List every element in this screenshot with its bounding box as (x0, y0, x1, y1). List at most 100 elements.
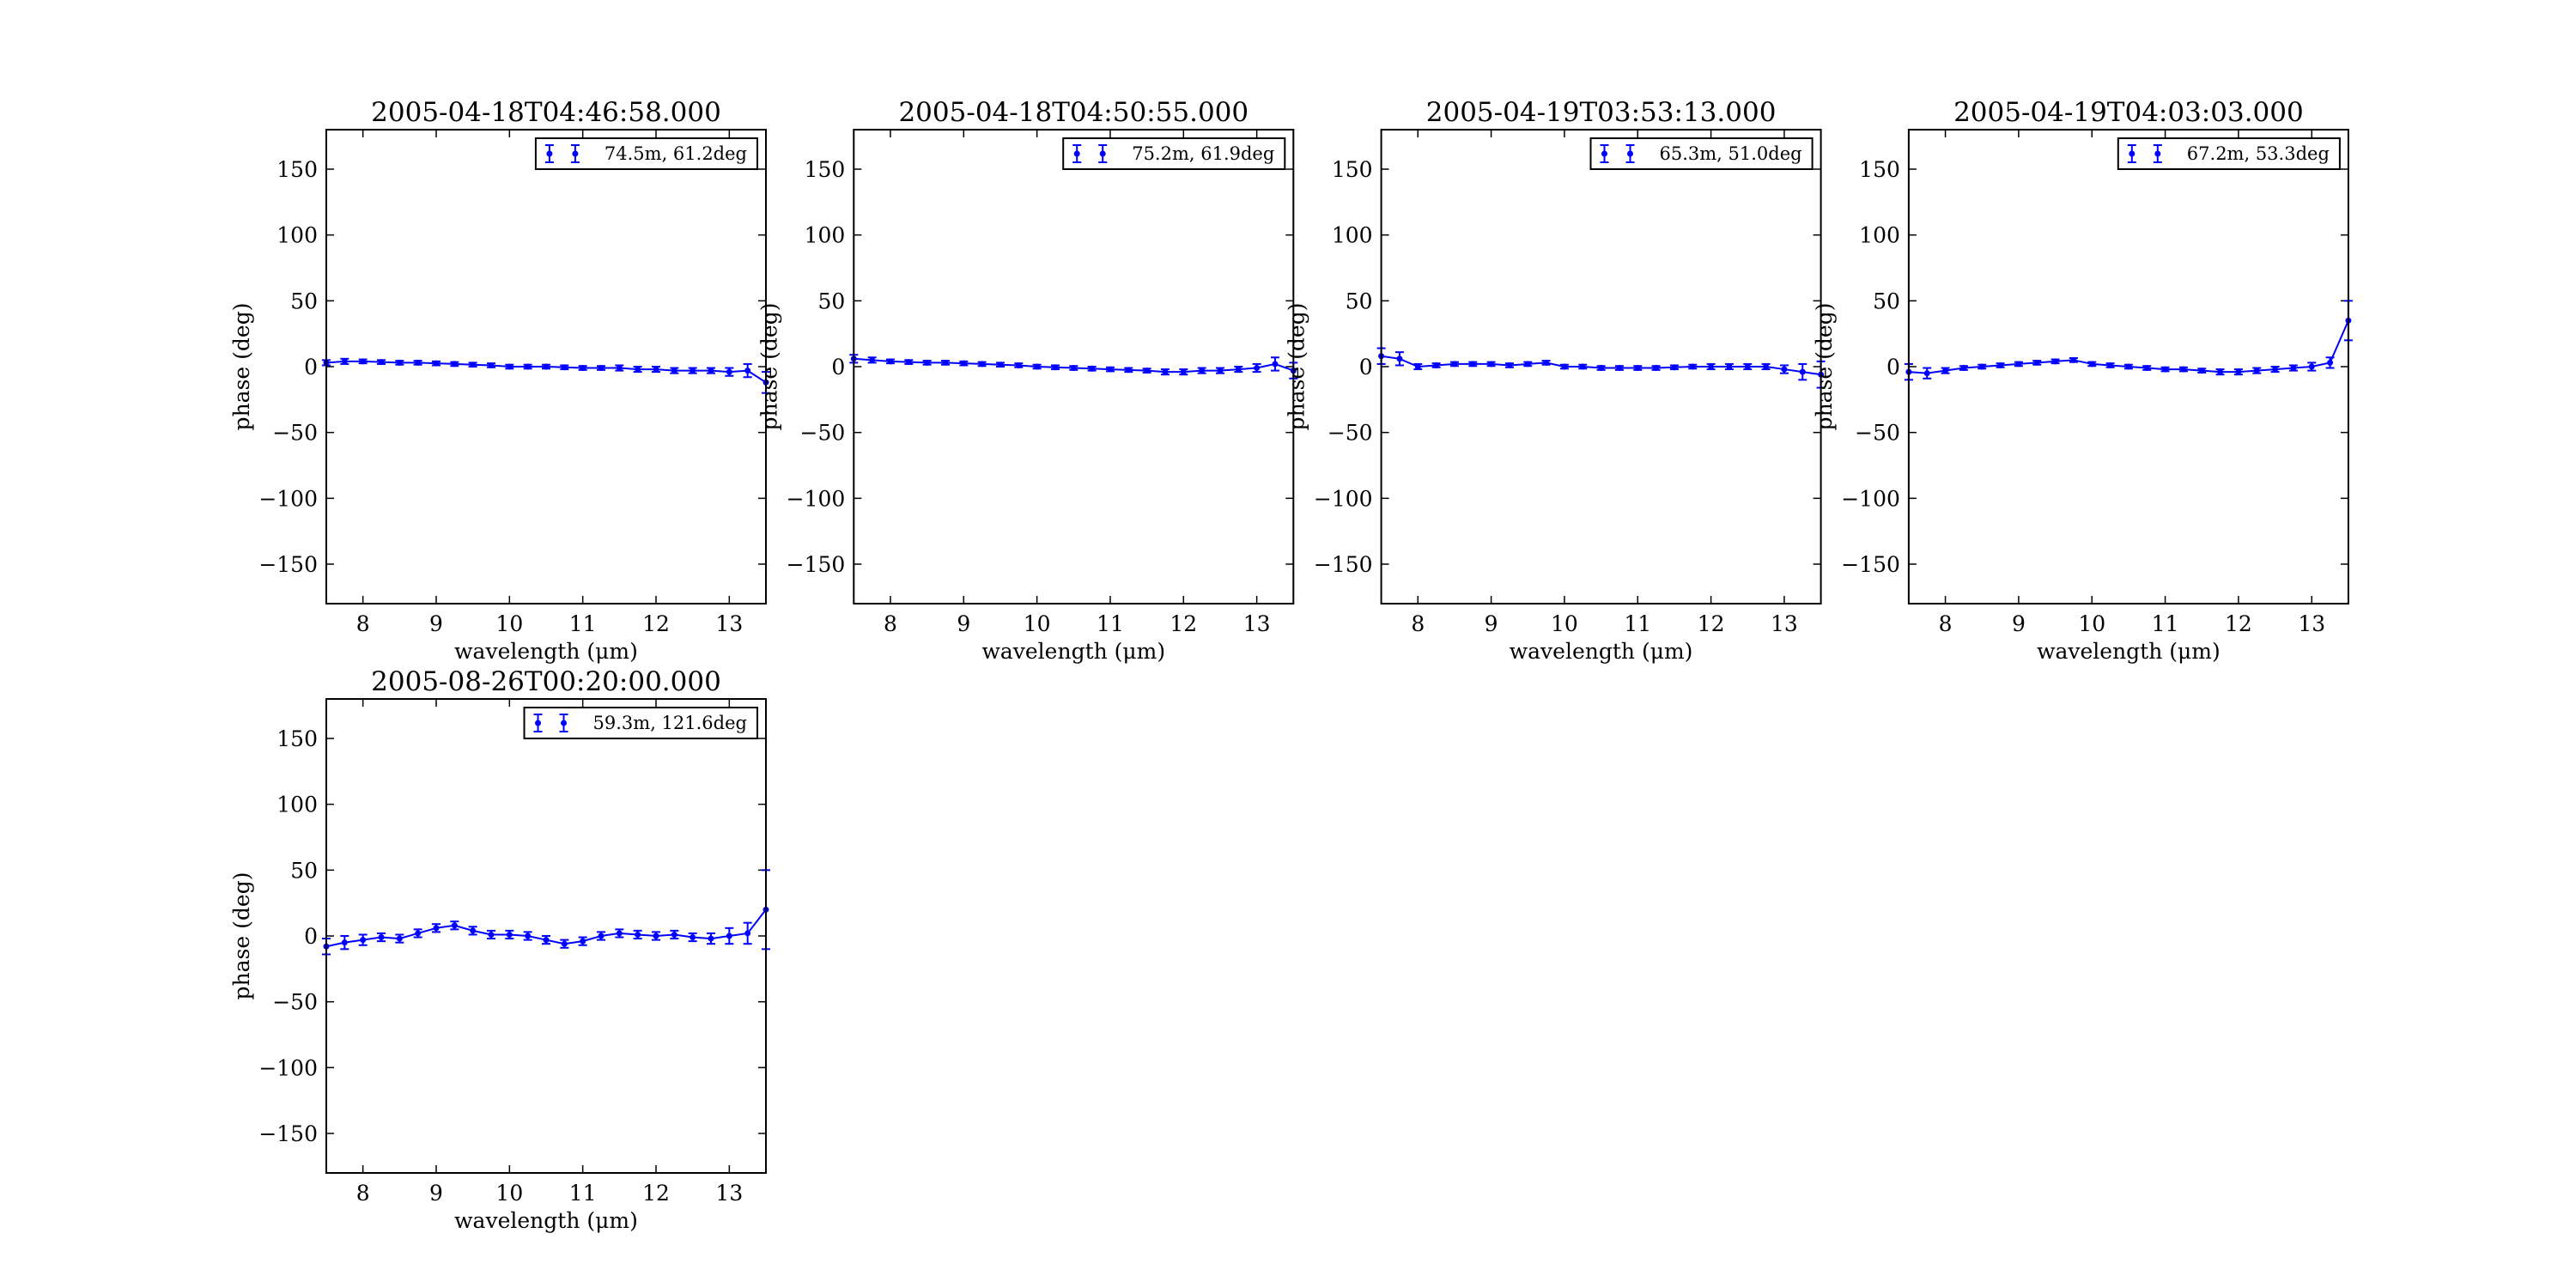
legend-handle (1099, 150, 1106, 157)
data-point (671, 931, 677, 938)
subplot-title: 2005-04-19T04:03:03.000 (1953, 97, 2304, 128)
subplot: 2005-08-26T00:20:00.000 wavelength (μm) ph… (229, 666, 770, 1233)
data-point (1543, 359, 1550, 366)
subplot: 2005-04-18T04:50:55.000 wavelength (μm) ph… (756, 97, 1298, 664)
data-point (653, 933, 659, 939)
legend-label: 75.2m, 61.9deg (1132, 143, 1274, 164)
data-point (561, 940, 568, 947)
data-point (1107, 366, 1114, 373)
data-point (488, 361, 495, 368)
data-point (2253, 368, 2260, 374)
y-tick-label: −100 (258, 486, 318, 511)
x-tick-label: 11 (569, 1181, 597, 1206)
axes-frame (1907, 129, 2349, 605)
data-point (2070, 356, 2077, 363)
legend: 75.2m, 61.9deg (1062, 137, 1286, 170)
y-tick-label: 150 (276, 157, 318, 182)
data-point (2015, 361, 2022, 368)
data-point (2180, 366, 2187, 373)
data-point (2308, 363, 2315, 370)
y-tick-label: 50 (817, 289, 845, 313)
y-tick-label: −50 (272, 990, 318, 1015)
axes-frame (325, 129, 767, 605)
legend-handle (546, 150, 553, 157)
data-point (1942, 368, 1949, 374)
data-point (378, 359, 385, 366)
data-point (1015, 361, 1022, 368)
y-tick-label: 100 (805, 223, 846, 248)
data-point (1689, 363, 1696, 370)
data-point (1433, 361, 1440, 368)
data-point (960, 360, 967, 367)
data-point (1125, 367, 1132, 374)
y-tick-label: 150 (1859, 157, 1900, 182)
legend-handle (572, 150, 579, 157)
y-tick-label: 0 (831, 355, 845, 380)
x-tick-label: 13 (1243, 611, 1271, 636)
data-point (1469, 361, 1476, 368)
legend-handle (1073, 150, 1080, 157)
legend-handle (2154, 150, 2161, 157)
legend-label: 59.3m, 121.6deg (593, 713, 747, 733)
data-point (2033, 359, 2040, 366)
legend-handle (1601, 150, 1608, 157)
x-axis-label: wavelength (μm) (2037, 639, 2221, 664)
data-point (1180, 368, 1187, 375)
data-point (433, 360, 440, 367)
data-point (2327, 359, 2334, 366)
y-tick-label: −150 (258, 552, 318, 577)
data-point (2143, 365, 2150, 372)
data-point (2107, 361, 2114, 368)
y-tick-label: −50 (1855, 421, 1900, 446)
data-point (580, 365, 586, 372)
y-tick-label: −100 (787, 486, 846, 511)
data-point (1598, 365, 1605, 372)
data-point (2217, 368, 2224, 375)
data-point (543, 363, 550, 370)
data-point (887, 358, 894, 365)
subplot: 2005-04-19T03:53:13.000 wavelength (μm) ph… (1285, 97, 1826, 664)
data-point (1653, 365, 1660, 372)
y-tick-label: −150 (258, 1121, 318, 1146)
data-point (671, 368, 677, 374)
subplot-title: 2005-08-26T00:20:00.000 (371, 666, 721, 697)
y-axis-label: phase (deg) (229, 303, 254, 431)
x-tick-label: 8 (356, 1181, 370, 1206)
data-point (2272, 366, 2279, 373)
x-tick-label: 10 (2078, 611, 2105, 636)
data-point (1034, 363, 1041, 370)
data-point (506, 931, 513, 938)
data-point (1744, 363, 1751, 370)
y-tick-label: 0 (1886, 355, 1900, 380)
y-tick-label: −100 (1314, 486, 1373, 511)
data-point (525, 933, 532, 939)
data-point (635, 931, 641, 938)
data-point (580, 938, 586, 945)
data-point (1524, 361, 1531, 368)
x-tick-label: 13 (715, 1181, 743, 1206)
y-tick-label: 150 (1332, 157, 1373, 182)
data-point (1708, 363, 1715, 370)
x-tick-label: 9 (1485, 611, 1498, 636)
y-axis-label: phase (deg) (756, 303, 781, 431)
data-point (869, 356, 876, 363)
data-point (378, 934, 385, 941)
data-point (708, 935, 714, 942)
data-point (690, 934, 696, 941)
x-tick-label: 9 (957, 611, 970, 636)
data-point (396, 935, 403, 942)
data-point (433, 925, 440, 932)
x-axis-label: wavelength (μm) (454, 639, 638, 664)
data-point (1960, 365, 1967, 372)
x-tick-label: 9 (429, 1181, 443, 1206)
x-tick-label: 10 (1551, 611, 1578, 636)
data-point (1579, 363, 1586, 370)
data-point (726, 933, 732, 939)
data-point (561, 364, 568, 371)
y-tick-label: 100 (1859, 223, 1900, 248)
x-tick-label: 12 (642, 611, 670, 636)
y-tick-label: −150 (1314, 552, 1373, 577)
legend: 74.5m, 61.2deg (534, 137, 758, 170)
data-point (1052, 364, 1059, 371)
data-point (2125, 363, 2132, 370)
